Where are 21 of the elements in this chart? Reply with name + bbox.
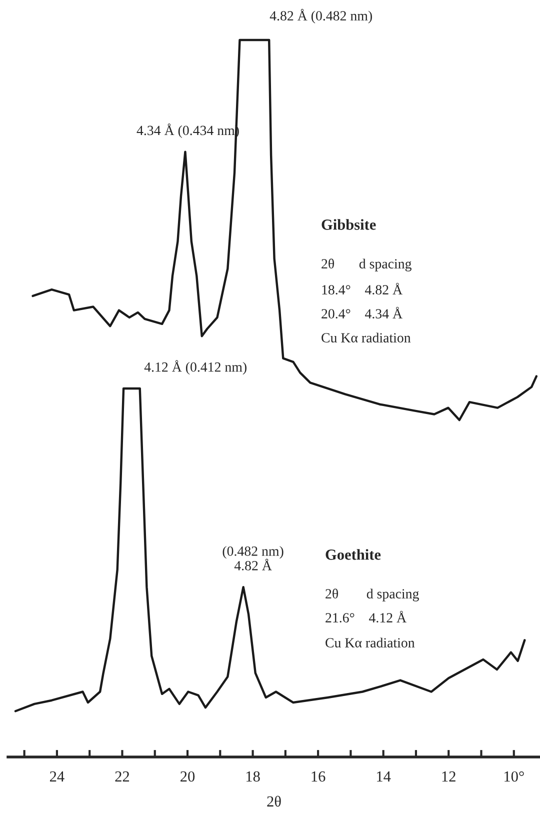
annotation: Cu Kα radiation (322, 332, 411, 342)
annotation: Cu Kα radiation (326, 638, 415, 648)
annotation: 4.82 Å (0.482 nm) (270, 8, 372, 24)
annotation: 18.4° 4.82 Å (322, 282, 402, 295)
annotation: (0.482 nm) 4.82 Å (222, 546, 284, 570)
annotation: 2θ d spacing (326, 588, 419, 602)
x-tick-label: 12 (442, 771, 456, 782)
annotation: 21.6° 4.12 Å (326, 610, 406, 623)
annotation: Gibbsite (322, 219, 376, 230)
x-tick-label: 20 (180, 771, 195, 782)
annotation: 4.12 Å (0.412 nm) (144, 360, 246, 375)
x-tick-label: 24 (50, 771, 64, 782)
x-tick-label: 10° (504, 771, 524, 782)
annotation: 2θ d spacing (322, 258, 412, 272)
annotation: 20.4° 4.34 Å (322, 306, 402, 319)
x-tick-label: 14 (377, 771, 391, 782)
annotation: Goethite (326, 549, 381, 560)
x-tick-label: 16 (312, 771, 326, 782)
x-axis-title: 2θ (267, 796, 281, 807)
x-tick-label: 22 (115, 771, 130, 782)
x-tick-label: 18 (246, 771, 260, 782)
